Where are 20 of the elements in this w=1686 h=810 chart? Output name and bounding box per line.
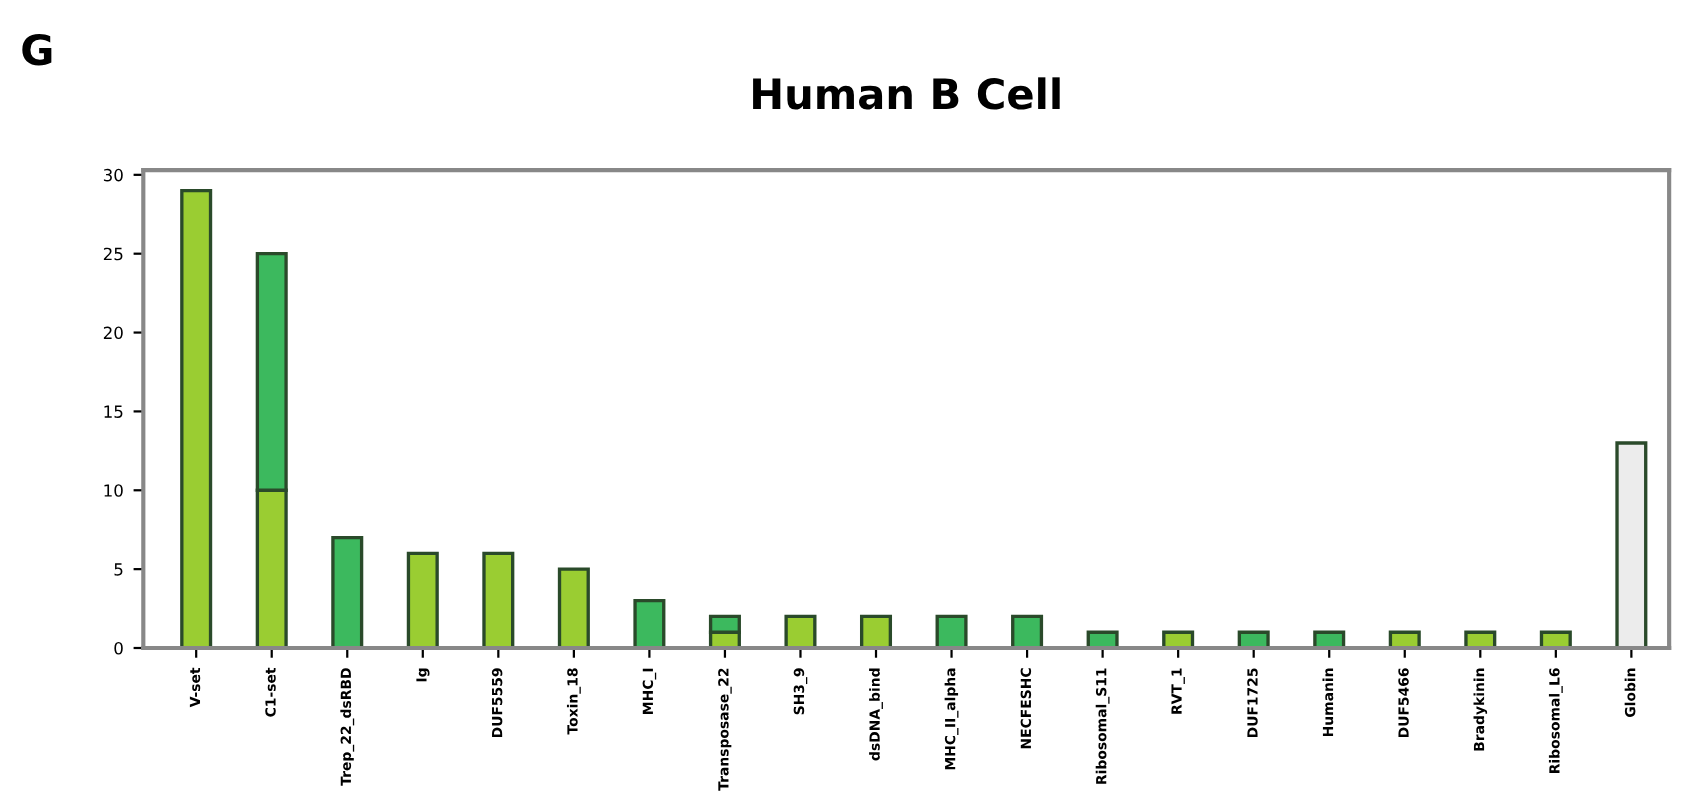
chart-title: Human B Cell	[753, 77, 1060, 110]
bar	[1615, 441, 1648, 648]
y-tick-label: 10	[104, 484, 123, 497]
bar	[482, 551, 515, 648]
bar	[557, 567, 590, 648]
y-tick-label: 25	[103, 247, 123, 261]
y-tick-label: 15	[104, 405, 123, 418]
bar	[406, 551, 439, 648]
y-tick-label: 30	[103, 168, 123, 182]
bar	[935, 614, 968, 648]
text: G	[22, 33, 52, 66]
y-tick-label: 20	[103, 326, 123, 340]
y-tick-label: 0	[114, 641, 123, 655]
y-tick-label: 5	[114, 563, 123, 576]
bar	[784, 614, 817, 648]
bar	[331, 535, 364, 648]
bar	[859, 614, 893, 648]
bar	[633, 599, 666, 648]
bar	[1011, 614, 1044, 648]
bar	[180, 188, 213, 648]
